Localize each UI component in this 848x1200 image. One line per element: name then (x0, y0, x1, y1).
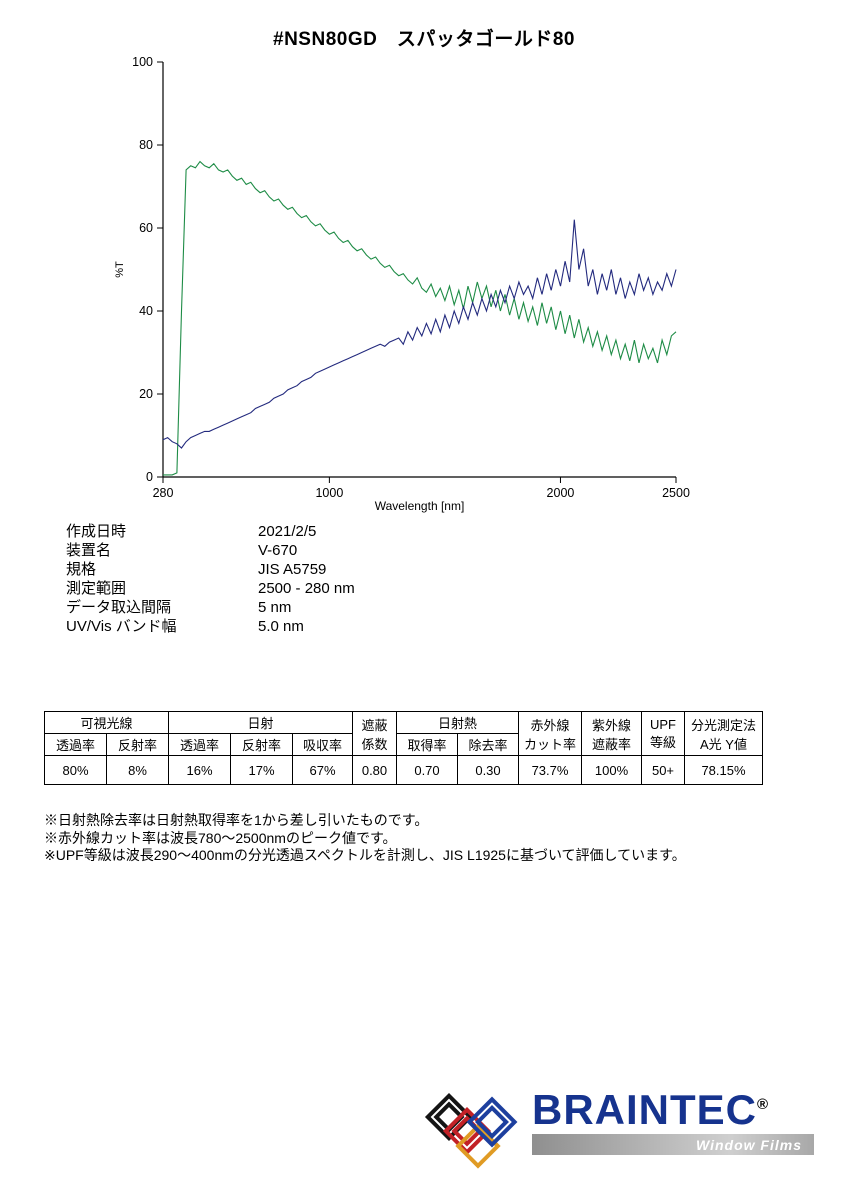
value-cell: 50+ (641, 755, 685, 785)
metadata-label: データ取込間隔 (66, 599, 172, 616)
value-cell: 0.80 (352, 755, 397, 785)
header-ir-cut: 赤外線 カット率 (518, 711, 582, 756)
header-line: 遮蔽率 (591, 736, 631, 752)
logo-text: BRAINTEC® Window Films (532, 1086, 814, 1156)
measurement-table: 可視光線 日射 遮蔽 係数 日射熱 赤外線 カット率 紫外線 遮蔽率 UPF 等… (44, 711, 763, 785)
tagline-bar: Window Films (532, 1134, 814, 1156)
metadata-label: UV/Vis バンド幅 (66, 618, 177, 635)
brand-wordmark: BRAINTEC (532, 1086, 757, 1133)
subheader-transmittance: 透過率 (168, 733, 231, 756)
subheader-gain: 取得率 (396, 733, 458, 756)
svg-text:280: 280 (153, 486, 174, 500)
svg-text:80: 80 (139, 138, 153, 152)
value-cell: 80% (44, 755, 107, 785)
metadata-block: 作成日時 2021/2/5 装置名 V-670 規格 JIS A5759 測定範… (66, 522, 355, 636)
tagline: Window Films (696, 1136, 802, 1153)
registered-mark: ® (757, 1096, 770, 1113)
metadata-value: 2500 - 280 nm (258, 580, 355, 597)
value-cell: 17% (230, 755, 293, 785)
value-cell: 0.70 (396, 755, 458, 785)
page-title: #NSN80GD スパッタゴールド80 (273, 29, 575, 50)
value-cell: 78.15% (684, 755, 763, 785)
header-line: カット率 (523, 736, 576, 752)
subheader-reflectance: 反射率 (230, 733, 293, 756)
metadata-label: 規格 (66, 561, 97, 578)
svg-text:%T: %T (114, 261, 126, 278)
header-shading-coefficient: 遮蔽 係数 (352, 711, 397, 756)
footnotes: ※日射熱除去率は日射熱取得率を1から差し引いたものです。 ※赤外線カット率は波長… (44, 812, 686, 865)
logo-diamonds-icon (424, 1092, 518, 1169)
footnote: ※赤外線カット率は波長780〜2500nmのピーク値です。 (44, 829, 397, 846)
svg-text:Wavelength [nm]: Wavelength [nm] (375, 499, 465, 513)
header-line: 赤外線 (530, 717, 570, 733)
subheader-absorptance: 吸収率 (292, 733, 353, 756)
metadata-value: 5 nm (258, 599, 292, 616)
value-cell: 0.30 (457, 755, 519, 785)
header-line: 紫外線 (591, 717, 631, 733)
metadata-value: 2021/2/5 (258, 523, 317, 540)
footnote: ※UPF等級は波長290〜400nmの分光透過スペクトルを計測し、JIS L19… (44, 847, 686, 863)
metadata-row: データ取込間隔 5 nm (66, 598, 355, 617)
subheader-rejection: 除去率 (457, 733, 519, 756)
svg-text:60: 60 (139, 221, 153, 235)
header-line: 分光測定法 (690, 717, 756, 733)
value-cell: 73.7% (518, 755, 582, 785)
metadata-row: 測定範囲 2500 - 280 nm (66, 579, 355, 598)
value-cell: 100% (581, 755, 642, 785)
subheader-reflectance: 反射率 (106, 733, 169, 756)
svg-text:2000: 2000 (547, 486, 575, 500)
metadata-label: 作成日時 (66, 523, 127, 540)
svg-text:0: 0 (146, 470, 153, 484)
metadata-row: 作成日時 2021/2/5 (66, 522, 355, 541)
value-cell: 16% (168, 755, 231, 785)
header-line: UPF (650, 716, 676, 732)
svg-text:1000: 1000 (315, 486, 343, 500)
brand-name: BRAINTEC® (532, 1086, 814, 1133)
header-line: 係数 (361, 736, 388, 752)
value-cell: 67% (292, 755, 353, 785)
metadata-value: 5.0 nm (258, 618, 304, 635)
subheader-transmittance: 透過率 (44, 733, 107, 756)
header-visible-light: 可視光線 (44, 711, 169, 734)
header-solar-heat: 日射熱 (396, 711, 519, 734)
value-cell: 8% (106, 755, 169, 785)
header-line: A光 Y値 (700, 736, 747, 752)
svg-text:20: 20 (139, 387, 153, 401)
svg-text:40: 40 (139, 304, 153, 318)
footnote: ※日射熱除去率は日射熱取得率を1から差し引いたものです。 (44, 812, 429, 828)
svg-text:2500: 2500 (662, 486, 690, 500)
header-line: 等級 (649, 734, 676, 750)
metadata-label: 装置名 (66, 542, 112, 559)
metadata-value: JIS A5759 (258, 561, 327, 578)
header-solar: 日射 (168, 711, 353, 734)
metadata-value: V-670 (258, 542, 298, 559)
header-uv-block: 紫外線 遮蔽率 (581, 711, 642, 756)
metadata-row: 装置名 V-670 (66, 541, 355, 560)
header-line: 遮蔽 (361, 717, 388, 733)
metadata-label: 測定範囲 (66, 580, 127, 597)
header-spectro: 分光測定法 A光 Y値 (684, 711, 763, 756)
spectral-chart: 0 20 40 60 80 100 280 1000 2000 2500 %T Wavelength … (114, 55, 690, 513)
metadata-row: UV/Vis バンド幅 5.0 nm (66, 617, 355, 636)
header-upf: UPF 等級 (641, 711, 685, 756)
metadata-row: 規格 JIS A5759 (66, 560, 355, 579)
svg-text:100: 100 (132, 55, 153, 69)
brand-logo: BRAINTEC® Window Films (420, 1086, 814, 1172)
